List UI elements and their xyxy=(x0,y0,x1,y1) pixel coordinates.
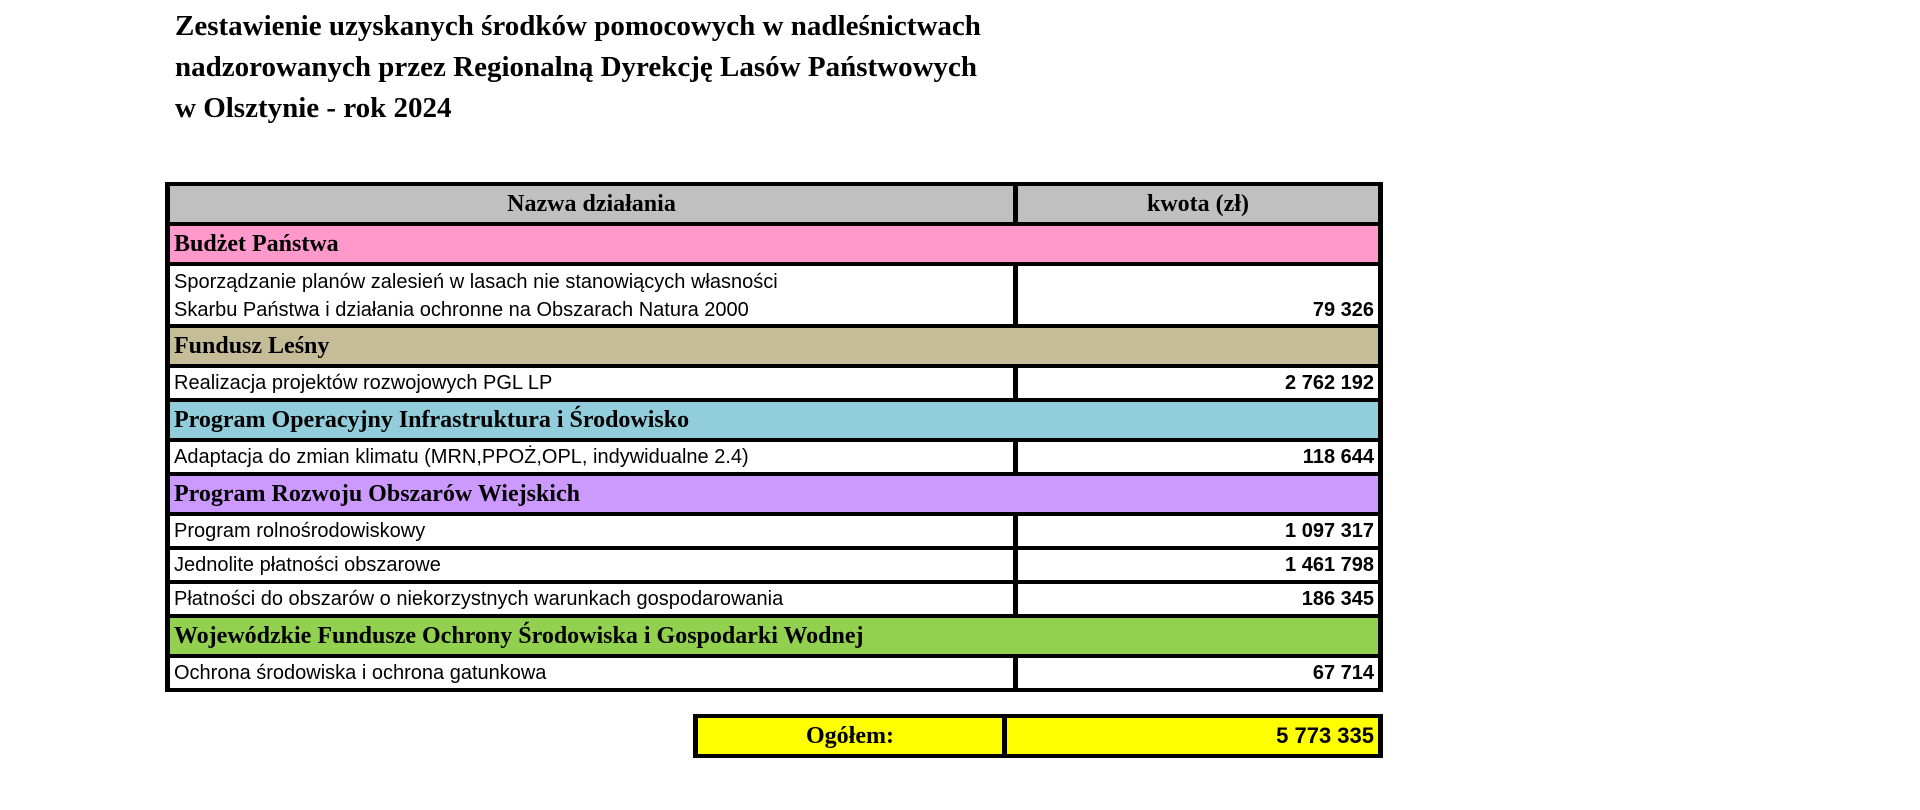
title-line: Zestawienie uzyskanych środków pomocowyc… xyxy=(175,10,981,42)
table-row: Program rolnośrodowiskowy 1 097 317 xyxy=(170,516,1378,546)
item-amount: 118 644 xyxy=(1013,442,1378,472)
item-name-line: Sporządzanie planów zalesień w lasach ni… xyxy=(174,271,778,293)
title-line: w Olsztynie - rok 2024 xyxy=(175,92,452,124)
table-row: Ochrona środowiska i ochrona gatunkowa 67… xyxy=(170,658,1378,688)
item-name: Ochrona środowiska i ochrona gatunkowa xyxy=(170,658,1013,688)
title-line: nadzorowanych przez Regionalną Dyrekcję … xyxy=(175,51,978,83)
category-name: Wojewódzkie Fundusze Ochrony Środowiska … xyxy=(170,618,1378,654)
table-row: Adaptacja do zmian klimatu (MRN,PPOŻ,OPL… xyxy=(170,442,1378,472)
item-name: Sporządzanie planów zalesień w lasach ni… xyxy=(170,266,1013,324)
item-name: Płatności do obszarów o niekorzystnych w… xyxy=(170,584,1013,614)
header-row: Nazwa działania kwota (zł) xyxy=(170,186,1378,222)
category-name: Program Rozwoju Obszarów Wiejskich xyxy=(170,476,1378,512)
category-row: Fundusz Leśny xyxy=(170,328,1378,364)
header-name: Nazwa działania xyxy=(170,186,1013,222)
category-row: Wojewódzkie Fundusze Ochrony Środowiska … xyxy=(170,618,1378,654)
total-row: Ogółem: 5 773 335 xyxy=(698,718,1378,754)
total-label: Ogółem: xyxy=(698,718,1002,754)
category-name: Budżet Państwa xyxy=(170,226,1378,262)
total-table: Ogółem: 5 773 335 xyxy=(693,714,1383,758)
category-row: Program Operacyjny Infrastruktura i Środ… xyxy=(170,402,1378,438)
item-name: Jednolite płatności obszarowe xyxy=(170,550,1013,580)
table-row: Płatności do obszarów o niekorzystnych w… xyxy=(170,584,1378,614)
table-row: Jednolite płatności obszarowe 1 461 798 xyxy=(170,550,1378,580)
item-amount: 186 345 xyxy=(1013,584,1378,614)
table-row: Sporządzanie planów zalesień w lasach ni… xyxy=(170,266,1378,324)
category-name: Fundusz Leśny xyxy=(170,328,1378,364)
document-title: Zestawienie uzyskanych środków pomocowyc… xyxy=(175,6,1275,129)
item-name: Adaptacja do zmian klimatu (MRN,PPOŻ,OPL… xyxy=(170,442,1013,472)
item-amount: 79 326 xyxy=(1013,266,1378,324)
total-amount: 5 773 335 xyxy=(1002,718,1378,754)
item-amount: 67 714 xyxy=(1013,658,1378,688)
item-amount: 1 461 798 xyxy=(1013,550,1378,580)
item-amount: 1 097 317 xyxy=(1013,516,1378,546)
item-name: Program rolnośrodowiskowy xyxy=(170,516,1013,546)
item-amount: 2 762 192 xyxy=(1013,368,1378,398)
funds-table: Nazwa działania kwota (zł) Budżet Państw… xyxy=(165,182,1383,692)
category-name: Program Operacyjny Infrastruktura i Środ… xyxy=(170,402,1378,438)
table-row: Realizacja projektów rozwojowych PGL LP 2… xyxy=(170,368,1378,398)
item-name-line: Skarbu Państwa i działania ochronne na O… xyxy=(174,299,749,321)
header-amount: kwota (zł) xyxy=(1013,186,1378,222)
category-row: Program Rozwoju Obszarów Wiejskich xyxy=(170,476,1378,512)
category-row: Budżet Państwa xyxy=(170,226,1378,262)
item-name: Realizacja projektów rozwojowych PGL LP xyxy=(170,368,1013,398)
